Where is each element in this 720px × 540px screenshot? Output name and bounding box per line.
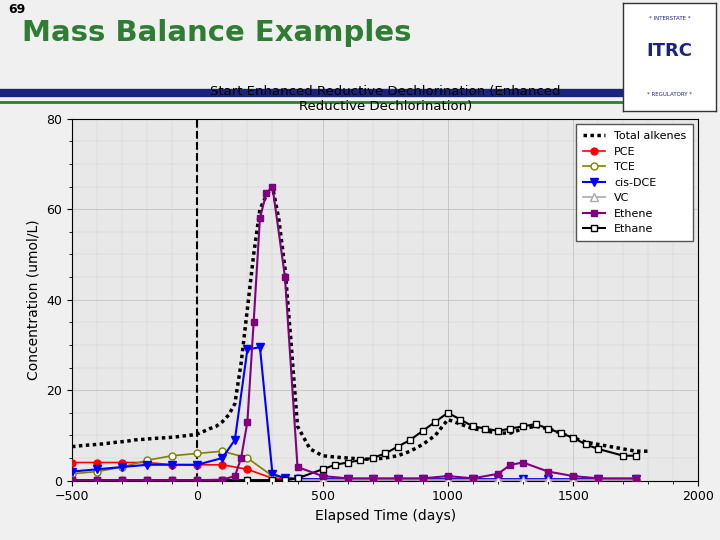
Y-axis label: Concentration (umol/L): Concentration (umol/L) [27,219,41,380]
X-axis label: Elapsed Time (days): Elapsed Time (days) [315,509,456,523]
Text: ITRC: ITRC [647,42,693,60]
Text: * INTERSTATE *: * INTERSTATE * [649,16,690,22]
Title: Start Enhanced Reductive Dechlorination (Enhanced
Reductive Dechlorination): Start Enhanced Reductive Dechlorination … [210,85,560,113]
Text: Mass Balance Examples: Mass Balance Examples [22,19,411,48]
Legend: Total alkenes, PCE, TCE, cis-DCE, VC, Ethene, Ethane: Total alkenes, PCE, TCE, cis-DCE, VC, Et… [576,124,693,241]
Text: 69: 69 [9,3,26,16]
Text: * REGULATORY *: * REGULATORY * [647,92,692,97]
